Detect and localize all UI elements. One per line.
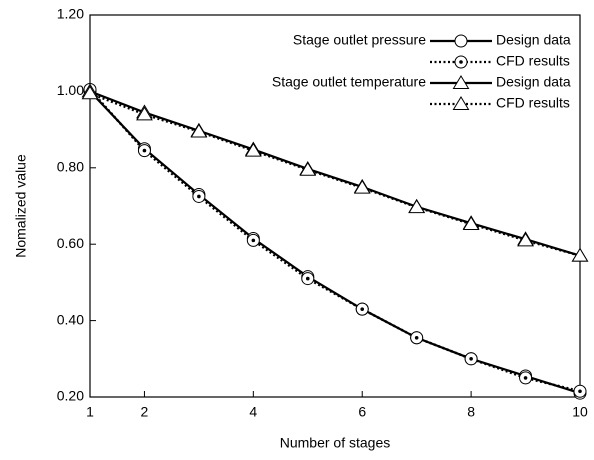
- legend-label: CFD results: [496, 53, 570, 69]
- data-point: [462, 215, 480, 230]
- series-line: [89, 90, 581, 257]
- data-point-dot: [578, 389, 582, 394]
- x-tick-label: 8: [467, 404, 475, 420]
- data-point: [136, 106, 153, 121]
- data-point: [517, 232, 534, 247]
- y-tick-label: 0.40: [57, 311, 84, 327]
- data-point-dot: [197, 194, 201, 199]
- legend-marker: [452, 96, 470, 110]
- y-tick-label: 1.00: [57, 82, 84, 98]
- legend-label: CFD results: [496, 95, 570, 111]
- data-point: [571, 247, 589, 262]
- data-point-dot: [305, 276, 310, 281]
- data-point: [81, 85, 99, 100]
- x-tick-label: 10: [572, 404, 588, 420]
- x-axis-label: Number of stages: [280, 435, 391, 451]
- y-axis-label: Nomalized value: [13, 154, 29, 258]
- x-tick-label: 2: [141, 404, 149, 420]
- legend-label: Design data: [496, 74, 571, 90]
- legend-group-label: Stage outlet temperature: [272, 74, 426, 90]
- data-point: [353, 179, 371, 194]
- data-point: [244, 142, 262, 157]
- y-tick-label: 0.60: [57, 235, 84, 251]
- plot-frame: [89, 14, 581, 398]
- data-point: [190, 123, 208, 138]
- y-tick-label: 0.20: [57, 388, 84, 404]
- series-line: [89, 90, 581, 395]
- data-point-dot: [414, 335, 419, 340]
- series-line: [89, 92, 581, 257]
- x-tick-label: 6: [358, 404, 366, 420]
- legend-label: Design data: [496, 32, 571, 48]
- data-point-dot: [251, 238, 256, 243]
- data-point-dot: [142, 148, 147, 153]
- y-tick-label: 0.80: [57, 159, 84, 175]
- data-point: [408, 199, 426, 214]
- y-tick-label: 1.20: [57, 6, 84, 22]
- legend-group-label: Stage outlet pressure: [293, 32, 426, 48]
- data-point: [299, 161, 317, 176]
- data-point-dot: [360, 307, 365, 311]
- data-point-dot: [469, 357, 473, 361]
- legend-marker: [452, 75, 470, 89]
- x-tick-label: 4: [249, 404, 257, 420]
- legend-marker: [454, 34, 468, 48]
- legend-marker-dot: [459, 60, 463, 64]
- data-point-dot: [523, 376, 528, 380]
- series-line: [89, 88, 581, 393]
- x-tick-label: 1: [86, 404, 94, 420]
